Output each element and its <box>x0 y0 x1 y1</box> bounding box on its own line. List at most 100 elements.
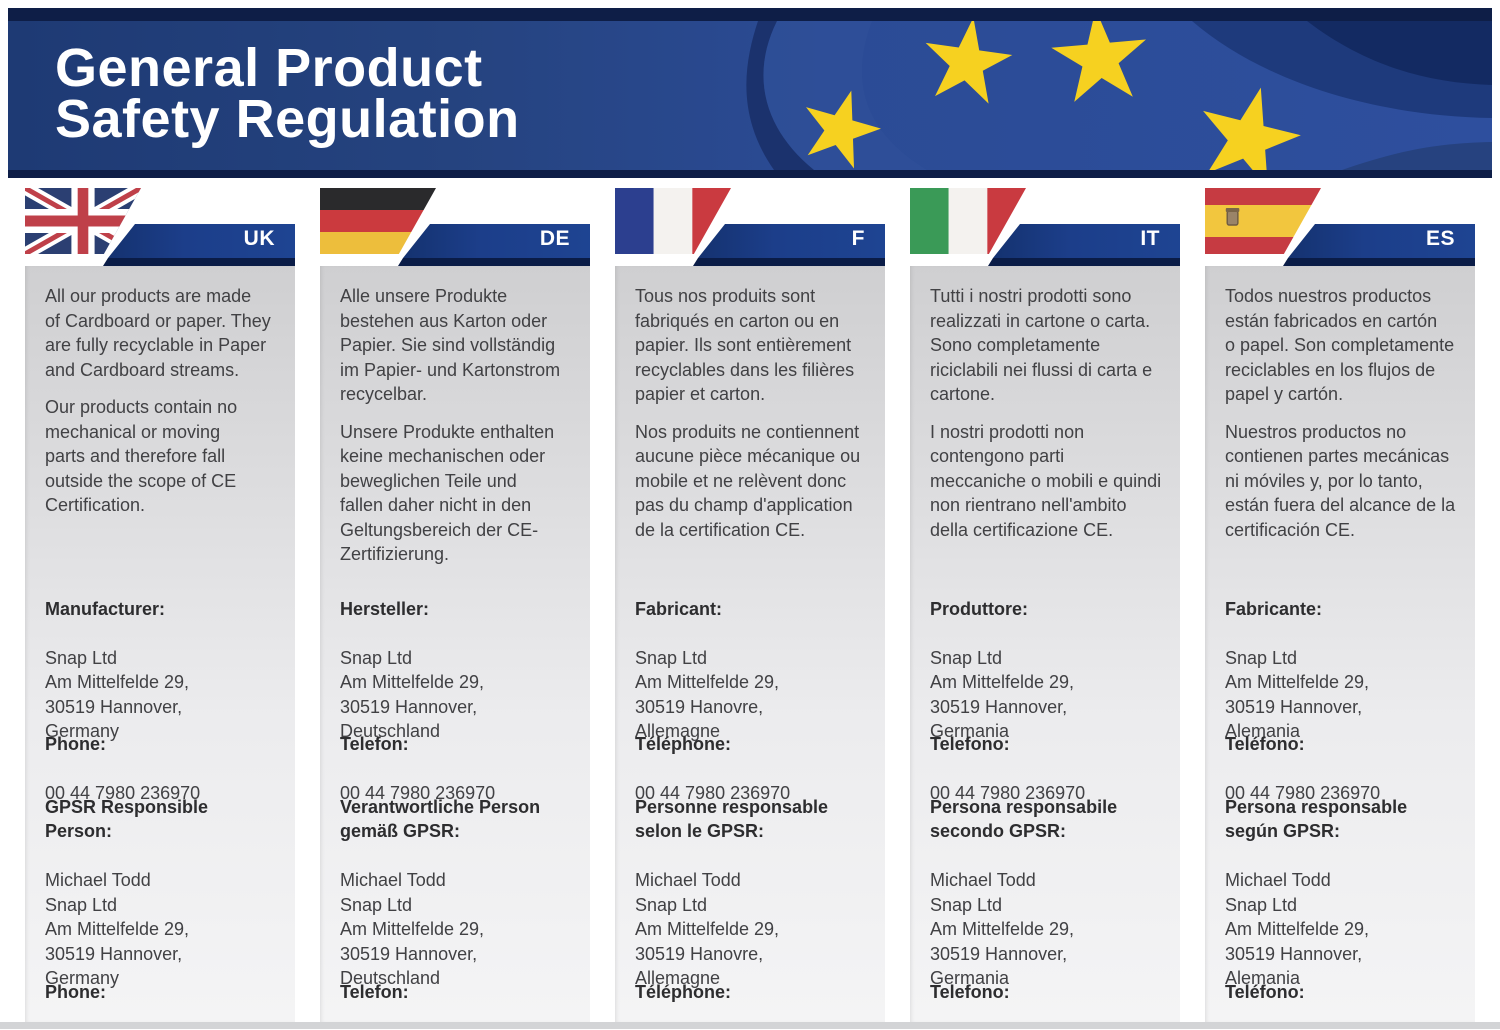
phone-label: Telefon: <box>340 733 409 754</box>
ribbon-shadow-strip <box>693 258 885 266</box>
phone-label: Telefono: <box>930 733 1010 754</box>
phone-number: 00 44 7980 236970 <box>635 782 791 803</box>
gpsr-block: Personne responsable selon le GPSR: Mich… <box>635 770 879 1015</box>
manufacturer-block: Fabricant: Snap Ltd Am Mittelfelde 29, 3… <box>635 572 879 768</box>
bottom-edge-bar <box>0 1022 1500 1029</box>
manufacturer-address: Snap Ltd Am Mittelfelde 29, 30519 Hannov… <box>340 647 485 742</box>
ribbon-bar <box>1288 224 1475 258</box>
recyclability-paragraph: Tous nos produits sont fabriqués en cart… <box>635 286 855 404</box>
header-main: General Product Safety Regulation <box>8 21 1492 170</box>
gpsr-person: Michael Todd Snap Ltd Am Mittelfelde 29,… <box>930 870 1075 988</box>
phone-label: Teléfono: <box>1225 733 1305 754</box>
manufacturer-label: Hersteller: <box>340 598 430 619</box>
phone-block: Phone: 00 44 7980 236970 <box>45 707 289 830</box>
phone-block-2: Telefono: 00 44 7980 236970 <box>930 955 1174 1030</box>
spain-crest-icon <box>1225 208 1240 226</box>
phone-block: Telefono: 00 44 7980 236970 <box>930 707 1174 830</box>
manufacturer-block: Hersteller: Snap Ltd Am Mittelfelde 29, … <box>340 572 584 768</box>
gpsr-block: Persona responsabile secondo GPSR: Micha… <box>930 770 1174 1015</box>
info-panel: All our products are made of Cardboard o… <box>25 266 295 1022</box>
ribbon-bar <box>403 224 590 258</box>
phone-block-2: Teléfono: 00 44 7980 236970 <box>1225 955 1469 1030</box>
phone-label-2: Telefon: <box>340 981 409 1002</box>
language-ribbon: F <box>685 224 885 266</box>
language-ribbon: IT <box>980 224 1180 266</box>
recyclability-paragraph: Tutti i nostri prodotti sono realizzati … <box>930 286 1153 404</box>
language-column-es: ES Todos nuestros productos están fabric… <box>1205 188 1475 1022</box>
header-top-edge <box>8 8 1492 21</box>
phone-label: Phone: <box>45 733 106 754</box>
gpsr-label: Persona responsable según GPSR: <box>1225 796 1408 842</box>
language-ribbon: ES <box>1275 224 1475 266</box>
gpsr-label: GPSR Responsible Person: <box>45 796 209 842</box>
manufacturer-label: Fabricante: <box>1225 598 1323 619</box>
manufacturer-block: Fabricante: Snap Ltd Am Mittelfelde 29, … <box>1225 572 1469 768</box>
phone-block: Téléphone: 00 44 7980 236970 <box>635 707 879 830</box>
gpsr-block: Persona responsable según GPSR: Michael … <box>1225 770 1469 1015</box>
manufacturer-address: Snap Ltd Am Mittelfelde 29, 30519 Hannov… <box>930 647 1075 742</box>
info-panel: Tutti i nostri prodotti sono realizzati … <box>910 266 1180 1022</box>
manufacturer-label: Manufacturer: <box>45 598 166 619</box>
language-column-uk: UK All our products are made of Cardboar… <box>25 188 295 1022</box>
phone-label-2: Phone: <box>45 981 106 1002</box>
language-ribbon: UK <box>95 224 295 266</box>
gpsr-label: Personne responsable selon le GPSR: <box>635 796 829 842</box>
phone-number: 00 44 7980 236970 <box>930 782 1086 803</box>
gpsr-block: GPSR Responsible Person: Michael Todd Sn… <box>45 770 289 1015</box>
gpsr-label: Verantwortliche Person gemäß GPSR: <box>340 796 541 842</box>
info-panel: Alle unsere Produkte bestehen aus Karton… <box>320 266 590 1022</box>
gpsr-person: Michael Todd Snap Ltd Am Mittelfelde 29,… <box>635 870 780 988</box>
ce-certification-paragraph: Our products contain no mechanical or mo… <box>45 397 238 515</box>
ribbon-shadow-strip <box>988 258 1180 266</box>
phone-block-2: Phone: 00 44 7980 236970 <box>45 955 289 1030</box>
manufacturer-block: Manufacturer: Snap Ltd Am Mittelfelde 29… <box>45 572 289 768</box>
language-code-label: ES <box>1425 227 1455 250</box>
phone-number: 00 44 7980 236970 <box>340 782 496 803</box>
eu-flag-art <box>746 21 1492 170</box>
page-title: General Product Safety Regulation <box>55 38 520 149</box>
manufacturer-address: Snap Ltd Am Mittelfelde 29, 30519 Hanovr… <box>635 647 780 742</box>
page-title-line2: Safety Regulation <box>55 89 520 149</box>
phone-block: Teléfono: 00 44 7980 236970 <box>1225 707 1469 830</box>
recyclability-paragraph: All our products are made of Cardboard o… <box>45 286 271 380</box>
page-title-line1: General Product <box>55 38 483 98</box>
manufacturer-block: Produttore: Snap Ltd Am Mittelfelde 29, … <box>930 572 1174 768</box>
phone-number: 00 44 7980 236970 <box>1225 782 1381 803</box>
ce-certification-paragraph: Unsere Produkte enthalten keine mechanis… <box>340 421 555 565</box>
phone-label: Téléphone: <box>635 733 732 754</box>
ribbon-bar <box>698 224 885 258</box>
ce-certification-paragraph: I nostri prodotti non contengono parti m… <box>930 421 1162 540</box>
header-banner: General Product Safety Regulation <box>8 8 1492 178</box>
manufacturer-address: Snap Ltd Am Mittelfelde 29, 30519 Hannov… <box>1225 647 1370 742</box>
phone-block-2: Téléphone: 00 44 7980 236970 <box>635 955 879 1030</box>
language-code-label: IT <box>1140 227 1160 250</box>
language-columns: UK All our products are made of Cardboar… <box>25 188 1475 1022</box>
de-flag-icon <box>320 188 436 254</box>
phone-label-2: Telefono: <box>930 981 1010 1002</box>
phone-block: Telefon: 00 44 7980 236970 <box>340 707 584 830</box>
gpsr-person: Michael Todd Snap Ltd Am Mittelfelde 29,… <box>45 870 190 988</box>
language-column-de: DE Alle unsere Produkte bestehen aus Kar… <box>320 188 590 1022</box>
header-bottom-edge <box>8 170 1492 178</box>
ce-certification-paragraph: Nuestros productos no contienen partes m… <box>1225 421 1456 540</box>
ribbon-bar <box>108 224 295 258</box>
language-code-label: UK <box>243 227 275 250</box>
manufacturer-label: Fabricant: <box>635 598 723 619</box>
language-column-fr: F Tous nos produits sont fabriqués en ca… <box>615 188 885 1022</box>
phone-label-2: Téléphone: <box>635 981 732 1002</box>
ribbon-shadow-strip <box>103 258 295 266</box>
language-code-label: F <box>851 227 865 250</box>
manufacturer-label: Produttore: <box>930 598 1028 619</box>
gpsr-label: Persona responsabile secondo GPSR: <box>930 796 1118 842</box>
recyclability-paragraph: Alle unsere Produkte bestehen aus Karton… <box>340 286 561 404</box>
ce-certification-paragraph: Nos produits ne contiennent aucune pièce… <box>635 421 861 540</box>
fr-flag-icon <box>615 188 731 254</box>
manufacturer-address: Snap Ltd Am Mittelfelde 29, 30519 Hannov… <box>45 647 190 742</box>
ribbon-shadow-strip <box>1283 258 1475 266</box>
gpsr-block: Verantwortliche Person gemäß GPSR: Micha… <box>340 770 584 1015</box>
ribbon-shadow-strip <box>398 258 590 266</box>
info-panel: Tous nos produits sont fabriqués en cart… <box>615 266 885 1022</box>
recyclability-paragraph: Todos nuestros productos están fabricado… <box>1225 286 1455 404</box>
language-code-label: DE <box>539 227 570 250</box>
